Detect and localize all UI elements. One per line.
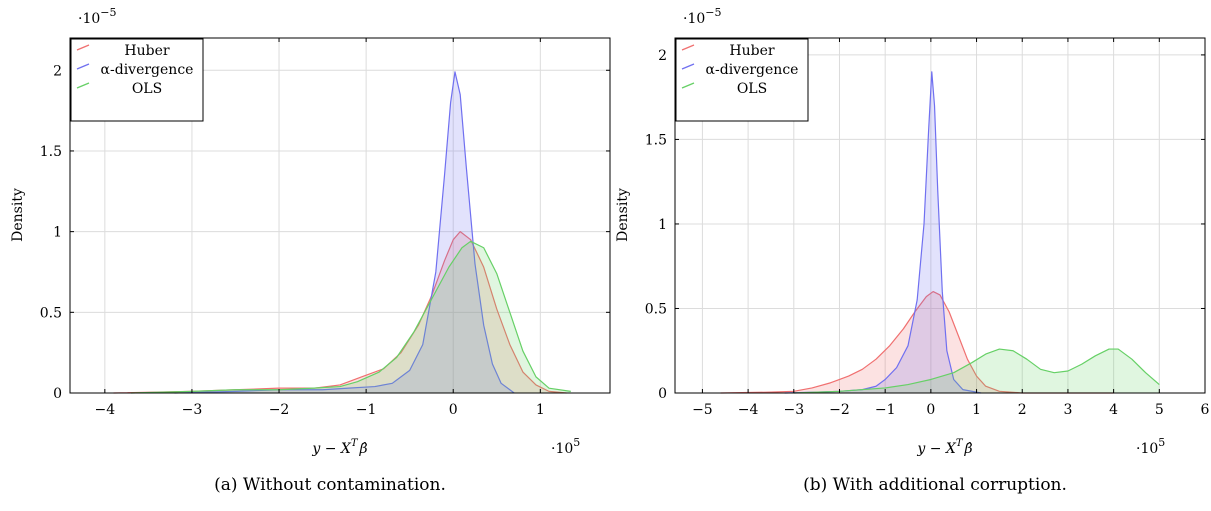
legend-label: α-divergence — [101, 62, 194, 78]
y-multiplier-exponent: −5 — [705, 6, 721, 19]
x-tick-label: 0 — [926, 402, 935, 418]
y-multiplier-base: ·10 — [683, 11, 705, 27]
x-multiplier: ·105 — [551, 436, 580, 457]
y-tick-label: 1 — [53, 225, 62, 241]
caption: (b) With additional corruption. — [803, 475, 1067, 495]
legend-swatch — [681, 82, 695, 89]
y-axis-label: Density — [10, 188, 26, 242]
plot-frame — [674, 37, 1206, 394]
legend-label: α-divergence — [706, 62, 799, 78]
x-tick-label: 0 — [449, 402, 458, 418]
x-axis-label-beta: β̂ — [359, 441, 368, 457]
series-area-huber — [113, 231, 567, 393]
legend-box — [70, 38, 204, 122]
legend-swatch — [76, 44, 90, 51]
y-axis-label: Density — [615, 188, 631, 242]
x-tick-label: −1 — [875, 402, 896, 418]
x-multiplier-base: ·10 — [1136, 441, 1158, 457]
y-tick-label: 2 — [658, 48, 667, 64]
x-tick-label: −2 — [829, 402, 850, 418]
x-axis-label-sup: T — [351, 438, 359, 449]
x-tick-label: 3 — [1063, 402, 1072, 418]
x-tick-label: 1 — [972, 402, 981, 418]
x-tick-label: −2 — [269, 402, 290, 418]
x-axis-label: y − XT β̂ — [916, 438, 972, 457]
y-tick-label: 2 — [53, 63, 62, 79]
y-tick-label: 0.5 — [40, 305, 62, 321]
x-tick-label: −4 — [95, 402, 116, 418]
y-multiplier-base: ·10 — [78, 11, 100, 27]
x-tick-label: 4 — [1109, 402, 1118, 418]
legend-swatch — [76, 82, 90, 89]
x-axis-label-main: y − X — [916, 441, 957, 457]
series-area-huber — [720, 291, 1114, 393]
plot-frame — [69, 37, 611, 394]
x-tick-label: −4 — [738, 402, 759, 418]
series-area-divergence — [784, 71, 982, 393]
x-multiplier-base: ·10 — [551, 441, 573, 457]
x-tick-label: −3 — [182, 402, 203, 418]
series-line-ols — [793, 348, 1160, 394]
series-area-divergence — [174, 71, 515, 393]
x-tick-label: −3 — [783, 402, 804, 418]
x-tick-label: −1 — [356, 402, 377, 418]
x-multiplier: ·105 — [1136, 436, 1165, 457]
legend-swatch — [76, 63, 90, 70]
x-tick-label: 6 — [1201, 402, 1210, 418]
x-multiplier-exponent: 5 — [1158, 436, 1165, 449]
legend-swatch — [681, 44, 695, 51]
x-axis-label-beta: β̂ — [964, 441, 973, 457]
x-multiplier-exponent: 5 — [573, 436, 580, 449]
x-axis-label: y − XT β̂ — [311, 438, 367, 457]
series-area-ols — [793, 349, 1160, 393]
y-multiplier-exponent: −5 — [100, 6, 116, 19]
y-tick-label: 0 — [53, 386, 62, 402]
x-axis-label-main: y − X — [311, 441, 352, 457]
y-tick-label: 0 — [658, 386, 667, 402]
x-axis-label-sup: T — [956, 438, 964, 449]
y-multiplier: ·10−5 — [683, 6, 721, 27]
caption: (a) Without contamination. — [214, 475, 446, 495]
series-area-ols — [130, 241, 571, 393]
y-multiplier: ·10−5 — [78, 6, 116, 27]
legend-label: OLS — [132, 81, 162, 97]
y-tick-label: 0.5 — [645, 301, 667, 317]
series-line-huber — [720, 290, 1114, 394]
legend-box — [675, 38, 809, 122]
y-tick-label: 1.5 — [40, 144, 62, 160]
x-tick-label: 2 — [1018, 402, 1027, 418]
series-line-ols — [130, 240, 571, 394]
series-line-huber — [113, 231, 567, 394]
series-line-divergence — [174, 71, 515, 394]
y-tick-label: 1 — [658, 217, 667, 233]
legend-label: Huber — [124, 43, 169, 59]
legend-label: Huber — [729, 43, 774, 59]
x-tick-label: −5 — [692, 402, 713, 418]
legend-swatch — [681, 63, 695, 70]
y-tick-label: 1.5 — [645, 132, 667, 148]
x-tick-label: 5 — [1155, 402, 1164, 418]
x-tick-label: 1 — [536, 402, 545, 418]
legend-label: OLS — [737, 81, 767, 97]
